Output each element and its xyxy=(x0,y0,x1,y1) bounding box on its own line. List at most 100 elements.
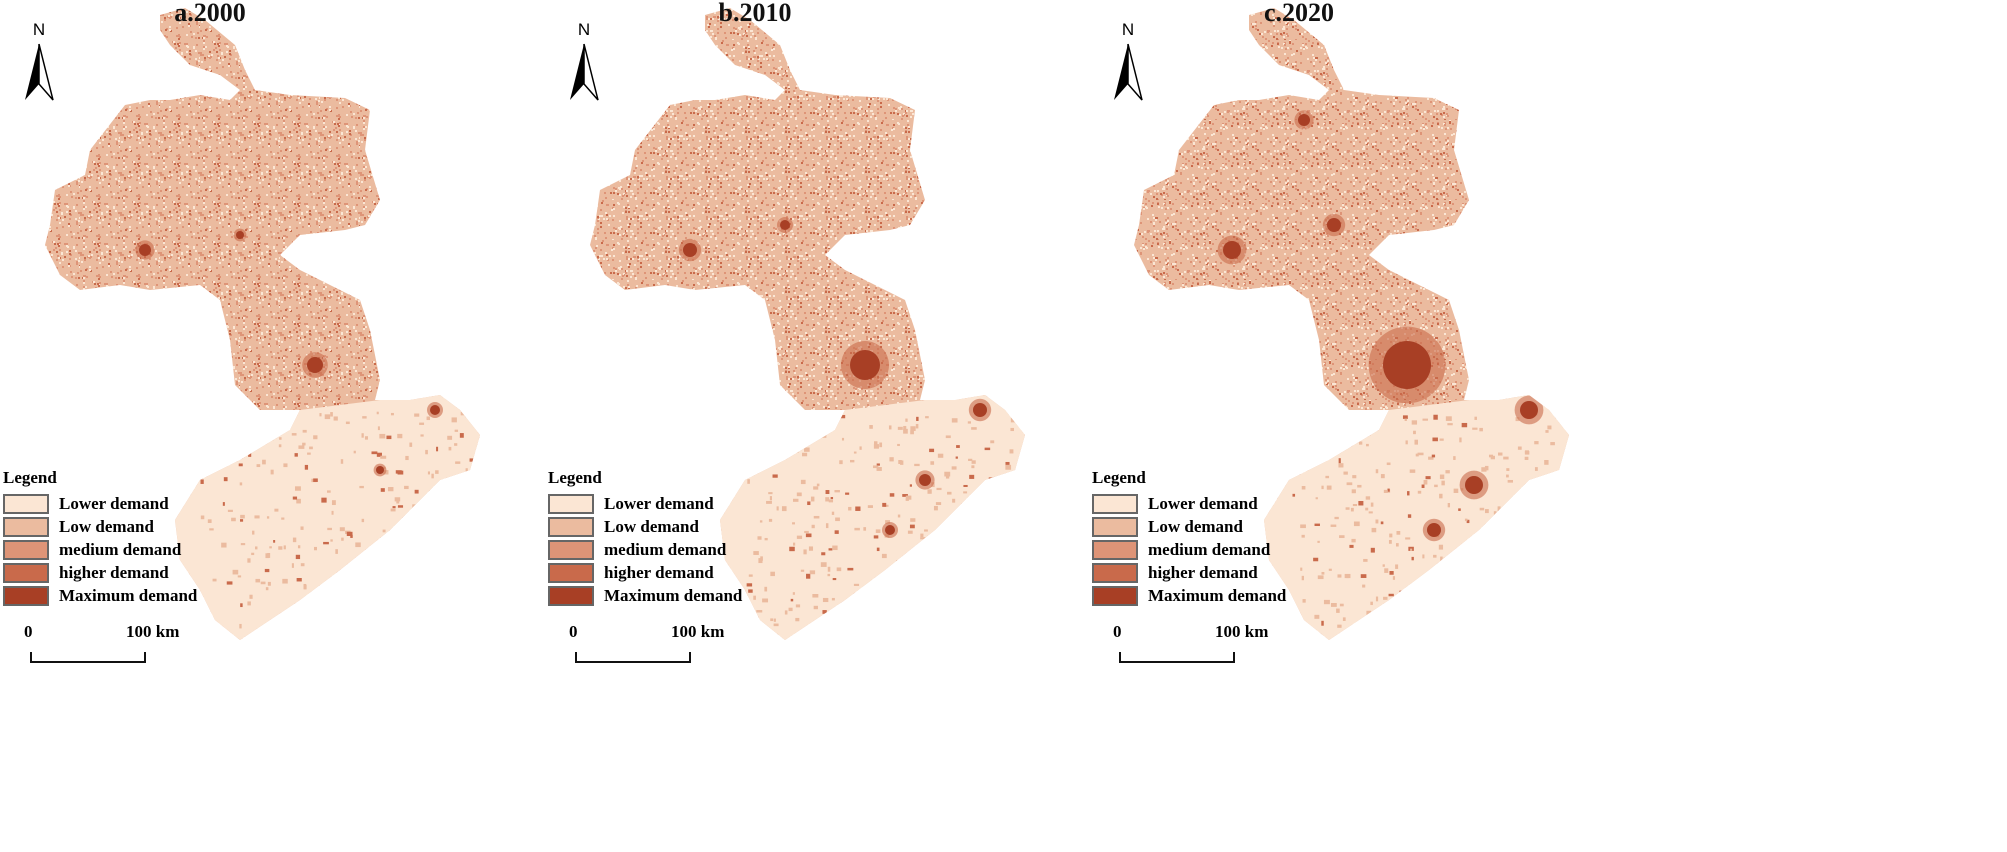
demand-speck xyxy=(909,629,914,632)
demand-speck xyxy=(969,474,975,479)
scale-end: 100 km xyxy=(671,622,725,641)
demand-speck xyxy=(431,473,434,479)
demand-speck xyxy=(1313,452,1320,457)
demand-speck xyxy=(936,487,942,491)
urban-hotspot xyxy=(236,231,244,239)
demand-speck xyxy=(380,455,387,459)
demand-speck xyxy=(1428,614,1432,619)
demand-speck xyxy=(1400,611,1405,615)
demand-speck xyxy=(981,575,984,579)
demand-speck xyxy=(371,451,378,455)
north-arrow: N xyxy=(22,20,56,101)
demand-speck xyxy=(870,581,874,586)
demand-speck xyxy=(887,584,893,590)
demand-speck xyxy=(869,425,873,429)
demand-speck xyxy=(944,471,951,477)
demand-speck xyxy=(443,531,448,537)
demand-speck xyxy=(289,614,294,620)
demand-speck xyxy=(1540,582,1544,586)
demand-speck xyxy=(222,502,225,506)
demand-speck xyxy=(806,573,811,579)
demand-speck xyxy=(831,597,835,601)
demand-speck xyxy=(1519,494,1522,497)
demand-speck xyxy=(845,492,850,495)
demand-speck xyxy=(942,567,947,570)
demand-speck xyxy=(1438,544,1444,550)
urban-hotspot xyxy=(1520,401,1538,419)
demand-speck xyxy=(1498,627,1502,631)
demand-speck xyxy=(379,433,386,439)
demand-speck xyxy=(1557,532,1564,536)
demand-speck xyxy=(971,460,976,464)
demand-speck xyxy=(228,438,234,444)
demand-speck xyxy=(273,540,276,543)
demand-speck xyxy=(1338,463,1344,468)
demand-speck xyxy=(1349,544,1354,548)
demand-speck xyxy=(1413,590,1419,596)
demand-speck xyxy=(1411,612,1414,616)
demand-speck xyxy=(784,610,788,615)
demand-speck xyxy=(825,497,830,502)
demand-speck xyxy=(768,492,773,495)
demand-speck xyxy=(444,586,447,590)
demand-speck xyxy=(391,613,396,617)
demand-speck xyxy=(927,584,930,587)
demand-speck xyxy=(811,524,815,529)
legend-item: Lower demand xyxy=(3,492,197,515)
demand-speck xyxy=(1407,514,1412,518)
southern-area xyxy=(1264,395,1569,640)
demand-speck xyxy=(897,514,901,518)
demand-speck xyxy=(930,584,937,588)
demand-speck xyxy=(1464,518,1468,522)
demand-speck xyxy=(292,496,298,500)
demand-speck xyxy=(436,446,439,452)
demand-speck xyxy=(1547,425,1552,430)
demand-speck xyxy=(1386,462,1391,466)
demand-speck xyxy=(439,485,443,489)
demand-speck xyxy=(1557,565,1562,569)
demand-speck xyxy=(418,572,425,578)
demand-speck xyxy=(773,623,779,627)
demand-speck xyxy=(1395,543,1399,547)
demand-speck xyxy=(961,580,965,584)
demand-speck xyxy=(389,582,393,588)
demand-speck xyxy=(1343,471,1348,475)
demand-speck xyxy=(813,486,819,490)
demand-speck xyxy=(805,533,812,538)
demand-speck xyxy=(879,442,883,448)
demand-speck xyxy=(247,601,251,606)
demand-speck xyxy=(1374,412,1378,417)
demand-speck xyxy=(876,463,880,466)
demand-speck xyxy=(321,627,325,632)
legend-label: higher demand xyxy=(59,562,169,582)
demand-speck xyxy=(832,578,837,581)
demand-speck xyxy=(466,574,473,579)
legend-item: medium demand xyxy=(1092,538,1286,561)
demand-speck xyxy=(231,517,236,522)
demand-speck xyxy=(420,533,424,538)
demand-speck xyxy=(1337,574,1342,578)
demand-speck xyxy=(1497,549,1501,554)
demand-speck xyxy=(807,501,811,506)
demand-speck xyxy=(1489,615,1493,621)
demand-speck xyxy=(268,436,274,441)
demand-speck xyxy=(795,604,801,608)
legend-item: Lower demand xyxy=(548,492,742,515)
demand-speck xyxy=(895,562,902,567)
demand-speck xyxy=(1362,584,1366,588)
legend-item: medium demand xyxy=(548,538,742,561)
demand-speck xyxy=(1440,556,1443,562)
demand-speck xyxy=(945,475,950,479)
demand-speck xyxy=(928,564,931,569)
demand-speck xyxy=(987,597,993,600)
demand-speck xyxy=(273,621,278,624)
demand-speck xyxy=(948,537,955,542)
demand-speck xyxy=(1421,484,1425,488)
demand-speck xyxy=(1011,502,1017,505)
demand-speck xyxy=(796,535,803,539)
demand-speck xyxy=(889,457,894,462)
legend-swatch xyxy=(1092,493,1138,514)
legend-label: Lower demand xyxy=(1148,493,1258,513)
demand-speck xyxy=(1479,427,1483,432)
demand-speck xyxy=(423,546,429,549)
